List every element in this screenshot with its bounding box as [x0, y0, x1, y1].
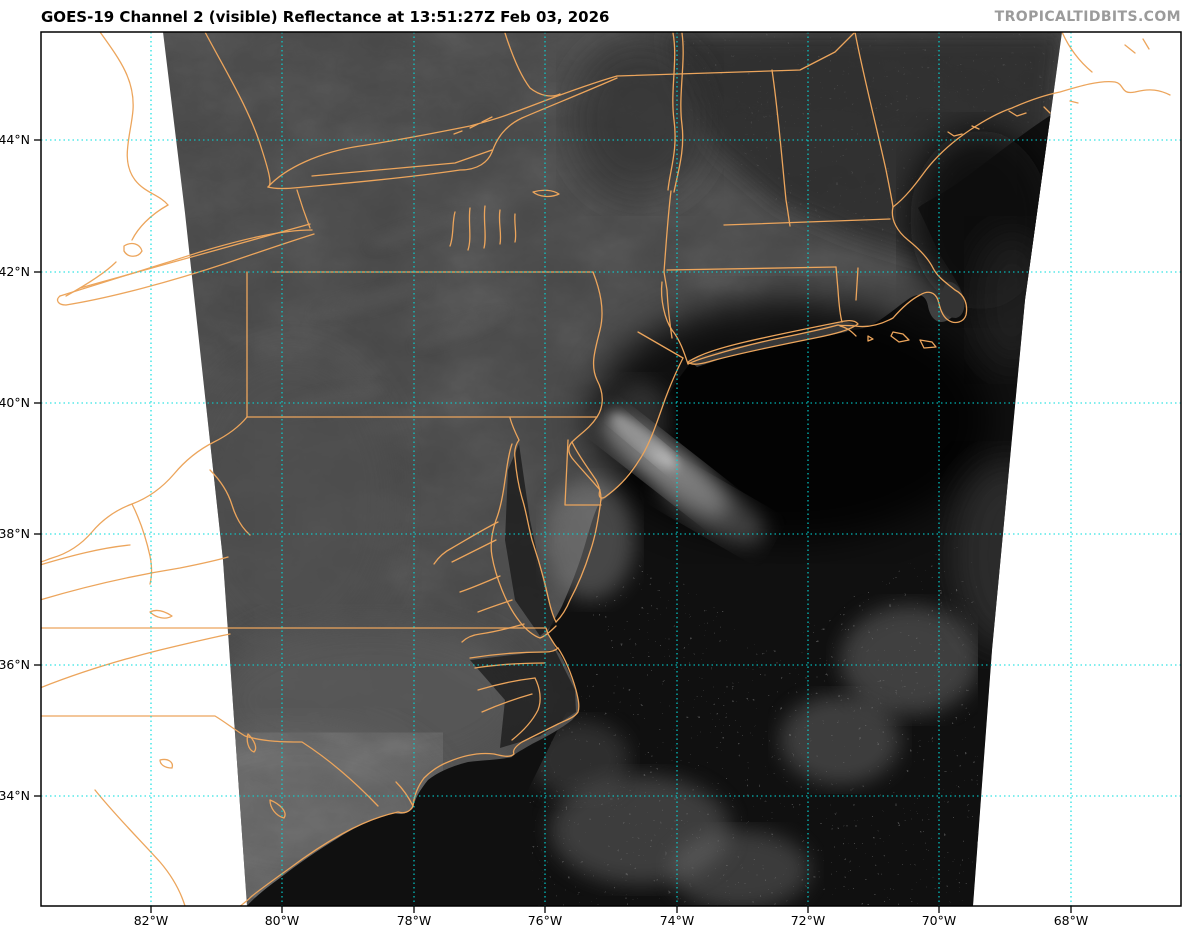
watermark: TROPICALTIDBITS.COM: [995, 9, 1181, 25]
lat-tick-label: 34°N: [0, 788, 30, 803]
delaware-river: [571, 271, 603, 443]
page-title: GOES-19 Channel 2 (visible) Reflectance …: [41, 8, 609, 26]
lon-tick-label: 76°W: [528, 913, 563, 928]
marthas-vineyard: [890, 331, 910, 343]
tn-nc-border: [41, 633, 231, 689]
nj-coast: [568, 357, 684, 499]
axis-ticks: [34, 139, 1072, 913]
va-nc-border: [41, 627, 559, 649]
ky-va-border: [41, 556, 229, 601]
lake-ontario: [267, 112, 513, 188]
lon-tick-label: 80°W: [265, 913, 300, 928]
delmarva-coast: [555, 498, 602, 623]
long-island: [687, 320, 859, 365]
albemarle-sound: [469, 647, 559, 659]
lat-tick-label: 38°N: [0, 526, 30, 541]
satellite-imagery-swath: [163, 32, 1062, 906]
kerr-lake: [149, 609, 173, 619]
potomac-river: [433, 521, 499, 565]
lat-tick-label: 42°N: [0, 264, 30, 279]
chesapeake-west-shore: [490, 443, 557, 639]
lake-st-clair: [123, 242, 143, 257]
lon-tick-label: 70°W: [922, 913, 957, 928]
lon-tick-label: 74°W: [660, 913, 695, 928]
lon-tick-label: 68°W: [1054, 913, 1089, 928]
pamlico-river: [477, 677, 536, 691]
chesapeake-east-shore: [509, 417, 557, 623]
delaware-borders: [564, 439, 602, 506]
graticule-layer: [41, 32, 1181, 906]
lon-tick-label: 82°W: [134, 913, 169, 928]
lake-huron-shore: [99, 32, 169, 206]
nh-me-border: [854, 32, 894, 208]
coastline-borders-layer: [41, 32, 1171, 906]
cape-fear-river: [395, 781, 414, 807]
st-lawrence-river: [511, 75, 618, 114]
lake-champlain: [667, 32, 676, 191]
nc-sc-border: [41, 715, 379, 807]
rappahannock-river: [459, 575, 501, 593]
savannah-river: [94, 789, 186, 906]
nantucket: [919, 339, 937, 349]
lat-tick-label: 40°N: [0, 395, 30, 410]
finger-lakes: [449, 189, 560, 251]
lon-tick-label: 72°W: [791, 913, 826, 928]
vt-nh-border: [771, 69, 791, 227]
hudson-river: [660, 281, 689, 365]
lat-tick-label: 44°N: [0, 132, 30, 147]
maine-coast: [892, 80, 1171, 208]
ottawa-river: [504, 32, 561, 97]
map-frame: [40, 31, 1182, 907]
coastal-cloud-plume: [545, 380, 766, 600]
outer-banks-coast: [239, 647, 580, 906]
lat-tick-label: 36°N: [0, 657, 30, 672]
new-england-coast: [687, 206, 968, 365]
lon-tick-label: 78°W: [397, 913, 432, 928]
